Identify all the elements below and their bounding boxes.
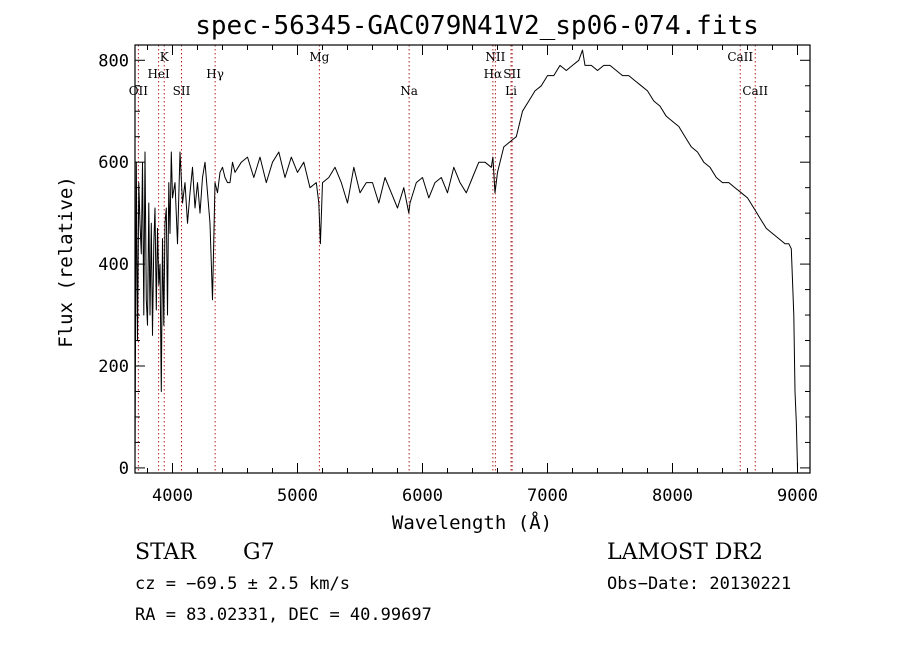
x-tick-label: 8000 (652, 486, 693, 506)
spectral-line-label: Mg (309, 50, 329, 64)
spectral-line-label: SII (173, 84, 191, 98)
x-tick-label: 4000 (152, 486, 193, 506)
spectrum-line (134, 49, 798, 468)
x-tick-label: 5000 (277, 486, 318, 506)
subclass: G7 (243, 540, 275, 565)
y-tick-label: 800 (98, 51, 129, 71)
x-tick-label: 7000 (527, 486, 568, 506)
redshift-text: cz = −69.5 ± 2.5 km/s (135, 574, 350, 594)
x-axis-ticks: 4000 5000 6000 7000 8000 9000 (147, 45, 818, 506)
obs-date: Obs−Date: 20130221 (607, 574, 791, 594)
spectral-line-label: Hγ (206, 67, 224, 81)
chart-title: spec-56345-GAC079N41V2_sp06-074.fits (195, 11, 759, 41)
y-tick-label: 0 (119, 459, 129, 479)
spectral-line-label: K (160, 50, 170, 64)
survey-name: LAMOST DR2 (607, 540, 763, 565)
spectral-line-label: Na (400, 84, 418, 98)
spectral-line-label: Hα (484, 67, 503, 81)
spectral-line-label: Li (505, 84, 517, 98)
plot-area (134, 49, 798, 468)
y-axis-ticks: 0 200 400 600 800 (98, 51, 810, 479)
x-axis-label: Wavelength (Å) (392, 511, 552, 534)
spectral-line-label: CaII (727, 50, 753, 64)
x-tick-label: 6000 (402, 486, 443, 506)
spectral-line-label: NII (485, 50, 505, 64)
spectral-line-label: OII (129, 84, 149, 98)
y-tick-label: 600 (98, 153, 129, 173)
x-tick-label: 9000 (777, 486, 818, 506)
spectral-line-label: HeI (147, 67, 170, 81)
spectral-line-label: SII (503, 67, 521, 81)
y-tick-label: 200 (98, 357, 129, 377)
object-class: STAR (135, 540, 197, 565)
plot-frame (134, 44, 811, 474)
coordinates: RA = 83.02331, DEC = 40.99697 (135, 605, 432, 625)
y-tick-label: 400 (98, 255, 129, 275)
y-axis-label: Flux (relative) (55, 176, 77, 348)
spectral-line-label: CaII (742, 84, 768, 98)
